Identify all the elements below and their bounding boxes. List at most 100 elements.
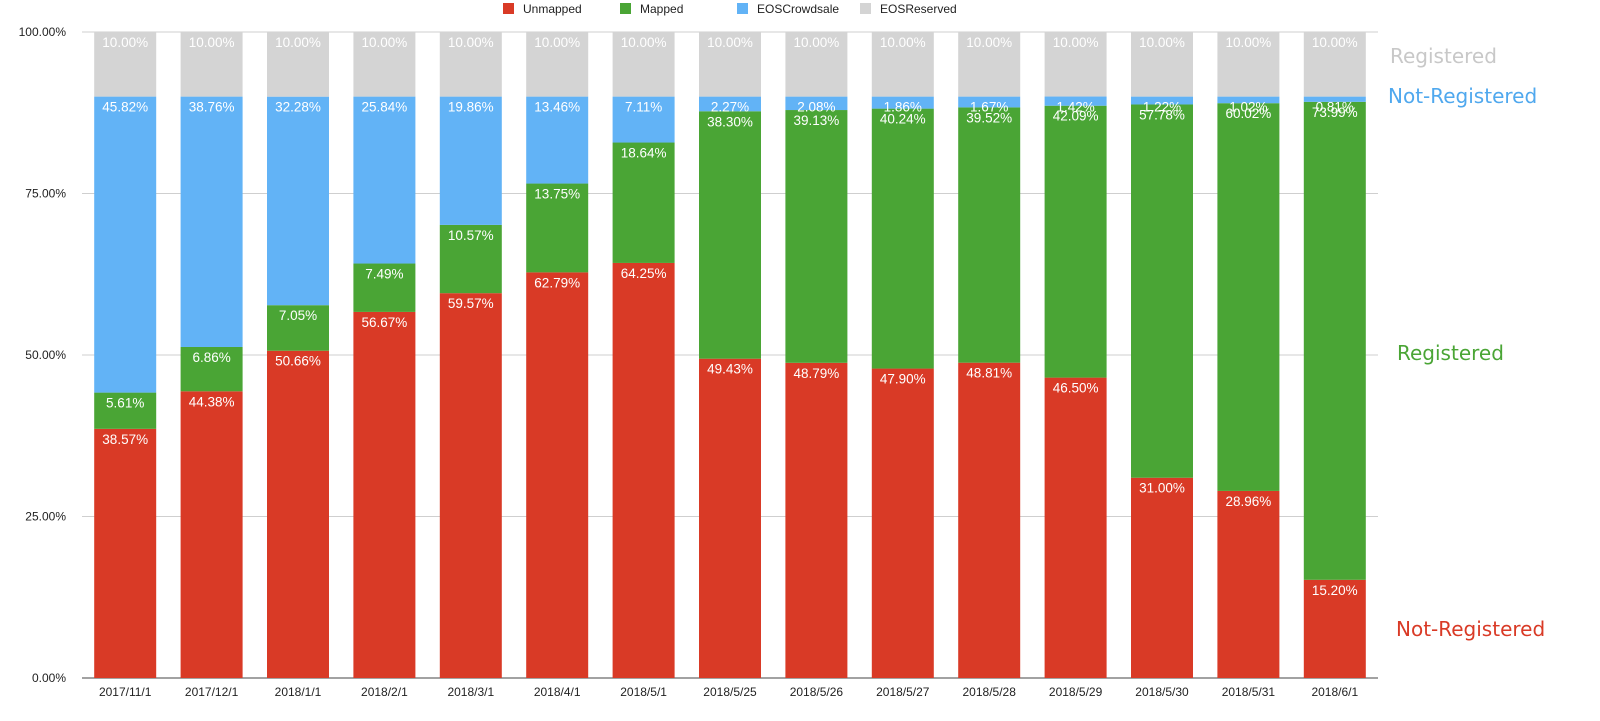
data-label: 1.86% [884,100,922,115]
bar-segment-eoscrowdsale [180,96,243,347]
bar-segment-unmapped [699,358,761,678]
x-tick-label: 2017/11/1 [99,685,152,699]
data-label: 38.57% [102,432,148,447]
data-label: 10.00% [1139,35,1185,50]
data-label: 31.00% [1139,481,1185,496]
bar-segment-eoscrowdsale [699,96,761,112]
bar-segment-mapped [180,346,243,392]
bar-segment-mapped [94,392,157,429]
legend-swatch [503,3,514,14]
bar-segment-eoscrowdsale [526,96,589,184]
data-label: 10.00% [275,35,321,50]
x-tick-label: 2018/5/30 [1135,685,1189,699]
data-label: 7.11% [625,100,662,115]
bar-segment-unmapped [1131,477,1193,678]
data-label: 5.61% [106,396,144,411]
legend: Unmapped Mapped EOSCrowdsale EOSReserved [503,2,957,16]
x-tick-label: 2018/4/1 [534,685,581,699]
legend-swatch [737,3,748,14]
data-label: 38.30% [707,114,753,129]
data-label: 10.00% [448,35,494,50]
bar-segment-mapped [958,107,1021,363]
bar-segment-unmapped [94,428,157,678]
data-label: 45.82% [102,100,148,115]
annotation-mapped: Registered [1397,341,1504,365]
data-label: 7.49% [365,267,403,282]
bar-segment-unmapped [267,350,329,678]
bar-segment-eoscrowdsale [1303,96,1366,102]
bar-segment-eosreserved [94,32,157,97]
data-label: 44.38% [189,394,235,409]
bar-segment-unmapped [1303,579,1366,678]
bar-segment-eosreserved [439,32,502,97]
x-tick-label: 2018/3/1 [447,685,494,699]
x-tick-label: 2018/6/1 [1311,685,1358,699]
x-tick-label: 2018/5/26 [790,685,844,699]
bar-segment-eosreserved [699,32,761,97]
axes: 0.00% 25.00% 50.00% 75.00% 100.00% 2017/11/1 2… [19,25,1359,699]
bar-segment-eosreserved [180,32,243,97]
data-label: 73.99% [1312,105,1358,120]
bar-segment-eoscrowdsale [958,96,1021,108]
bar-segment-eoscrowdsale [871,96,934,109]
y-tick-label: 100.00% [19,25,67,39]
x-tick-label: 2018/5/25 [703,685,757,699]
data-label: 1.42% [1056,100,1094,115]
bar-segment-mapped [1217,103,1280,491]
data-label: 10.00% [1053,35,1099,50]
data-label: 39.52% [966,110,1012,125]
bar-segment-eoscrowdsale [267,96,329,306]
bar-segment-eosreserved [1131,32,1193,97]
data-label: 40.24% [880,112,926,127]
annotations: Registered Not-Registered Registered Not-Re… [1388,44,1545,641]
bar-segment-unmapped [1044,377,1107,678]
data-label: 13.46% [534,100,580,115]
data-label: 15.20% [1312,583,1358,598]
legend-swatch [620,3,631,14]
bar-segment-mapped [267,305,329,351]
data-label: 47.90% [880,372,926,387]
data-label: 56.67% [362,315,408,330]
annotation-unmapped: Not-Registered [1396,617,1545,641]
legend-entry: EOSCrowdsale [757,2,839,16]
bar-segment-mapped [526,183,589,273]
data-label: 10.00% [1226,35,1272,50]
bar-segment-eoscrowdsale [1131,96,1193,105]
annotation-eosreserved: Registered [1390,44,1497,68]
bar-segment-eoscrowdsale [439,96,502,225]
bar-segment-eosreserved [1044,31,1107,97]
bar-segment-mapped [699,111,761,359]
bar-segment-mapped [1044,105,1107,378]
bar-segment-mapped [1303,101,1366,580]
data-label: 46.50% [1053,381,1099,396]
bar-segment-unmapped [871,368,934,678]
bar-segment-mapped [871,108,934,369]
bar-segment-eoscrowdsale [1044,96,1107,106]
bar-segment-eosreserved [353,32,416,97]
data-label: 10.00% [534,35,580,50]
legend-entry: Mapped [640,2,683,16]
data-label: 62.79% [534,275,580,290]
data-label: 6.86% [192,350,230,365]
bar-segment-unmapped [958,362,1021,678]
bar-segment-unmapped [526,272,589,678]
data-labels: 38.57% 5.61% 45.82% 10.00% 44.38% 6.86% 38.76%… [102,35,1357,598]
legend-swatch [860,3,871,14]
x-tick-label: 2018/2/1 [361,685,408,699]
bar-segment-unmapped [785,362,848,678]
bar-segment-eosreserved [612,32,675,97]
bar-segment-eosreserved [1217,32,1280,97]
bar-segment-mapped [353,263,416,312]
data-label: 32.28% [275,100,321,115]
data-label: 1.67% [970,100,1008,115]
data-label: 50.66% [275,354,321,369]
bar-segment-eosreserved [526,32,589,97]
data-label: 1.02% [1229,100,1267,115]
data-label: 10.00% [794,35,840,50]
legend-entry: Unmapped [523,2,582,16]
data-label: 48.81% [966,366,1012,381]
bar-segment-mapped [785,110,848,363]
data-label: 10.00% [966,35,1012,50]
